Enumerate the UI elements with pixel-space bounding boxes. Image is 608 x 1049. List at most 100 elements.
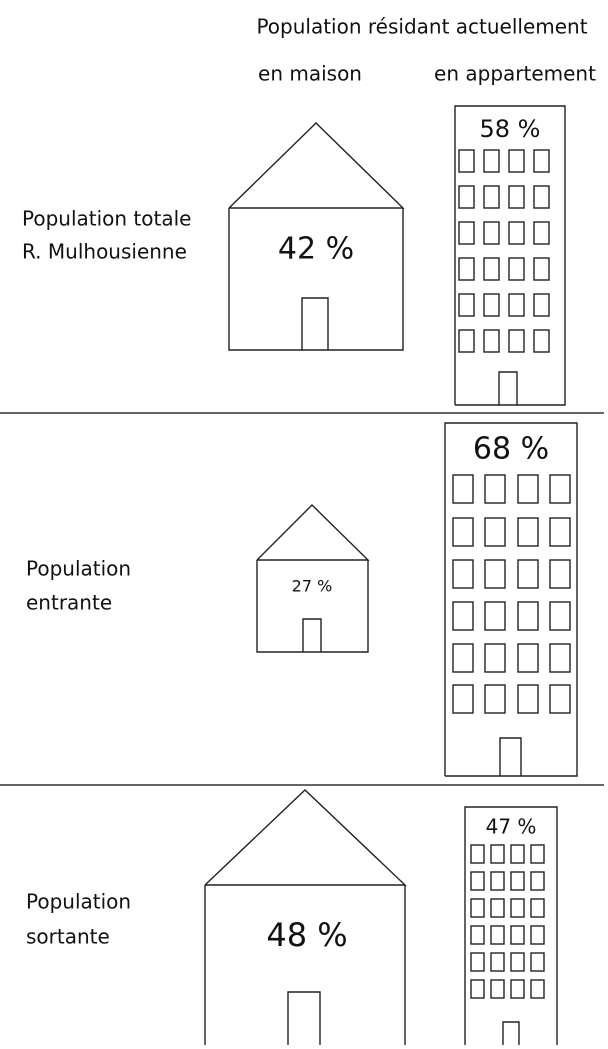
house-roof: [256, 504, 370, 561]
window: [452, 643, 474, 673]
window: [533, 257, 550, 281]
window: [533, 329, 550, 353]
building-door: [502, 1021, 520, 1045]
window: [517, 601, 539, 631]
window: [508, 293, 525, 317]
row-label: sortante: [26, 925, 110, 949]
window: [484, 601, 506, 631]
window: [470, 952, 485, 972]
building-door: [498, 371, 518, 405]
window: [530, 952, 545, 972]
window: [490, 925, 505, 945]
window: [484, 474, 506, 504]
window: [517, 474, 539, 504]
window: [452, 517, 474, 547]
house-percent: 48 %: [266, 916, 347, 954]
window: [484, 684, 506, 714]
window: [549, 517, 571, 547]
window: [452, 559, 474, 589]
house-percent: 42 %: [278, 232, 354, 267]
building: [444, 422, 578, 777]
row-label: R. Mulhousienne: [22, 240, 187, 264]
window: [549, 684, 571, 714]
house-door: [302, 618, 322, 652]
house-door: [301, 297, 329, 350]
window: [549, 474, 571, 504]
window: [510, 952, 525, 972]
row-label: entrante: [26, 591, 112, 615]
window: [533, 221, 550, 245]
window: [490, 844, 505, 864]
window: [533, 185, 550, 209]
column-house: en maison: [258, 62, 362, 86]
window: [484, 559, 506, 589]
window: [508, 329, 525, 353]
window: [530, 844, 545, 864]
header-title: Population résidant actuellement: [256, 15, 587, 39]
apartment-percent: 68 %: [473, 432, 549, 467]
window: [483, 149, 500, 173]
window: [508, 221, 525, 245]
house-roof: [228, 122, 405, 209]
building: [454, 105, 566, 406]
window: [530, 871, 545, 891]
window: [483, 257, 500, 281]
window: [483, 185, 500, 209]
window: [530, 979, 545, 999]
window: [530, 898, 545, 918]
window: [490, 898, 505, 918]
window: [508, 149, 525, 173]
window: [470, 871, 485, 891]
window: [490, 952, 505, 972]
window: [483, 329, 500, 353]
house-walls: [256, 560, 369, 653]
window: [517, 559, 539, 589]
window: [549, 559, 571, 589]
row-label: Population: [26, 890, 131, 914]
window: [510, 898, 525, 918]
window: [510, 925, 525, 945]
house-walls: [204, 885, 406, 1045]
window: [508, 257, 525, 281]
window: [458, 293, 475, 317]
house-percent: 27 %: [292, 577, 333, 596]
window: [458, 221, 475, 245]
column-apartment: en appartement: [434, 62, 596, 86]
window: [483, 221, 500, 245]
window: [549, 643, 571, 673]
house-walls: [228, 208, 404, 351]
house-door: [287, 991, 321, 1045]
building-door: [499, 737, 522, 776]
window: [484, 643, 506, 673]
window: [533, 293, 550, 317]
window: [470, 844, 485, 864]
window: [452, 601, 474, 631]
window: [510, 844, 525, 864]
window: [517, 517, 539, 547]
window: [470, 898, 485, 918]
window: [510, 979, 525, 999]
window: [530, 925, 545, 945]
building: [464, 806, 558, 1045]
window: [508, 185, 525, 209]
window: [490, 979, 505, 999]
window: [470, 925, 485, 945]
window: [510, 871, 525, 891]
window: [458, 185, 475, 209]
window: [483, 293, 500, 317]
window: [533, 149, 550, 173]
apartment-percent: 58 %: [480, 115, 541, 143]
window: [458, 149, 475, 173]
window: [517, 643, 539, 673]
window: [458, 329, 475, 353]
window: [490, 871, 505, 891]
window: [517, 684, 539, 714]
window: [452, 474, 474, 504]
window: [458, 257, 475, 281]
row-label: Population totale: [22, 207, 191, 231]
window: [484, 517, 506, 547]
window: [470, 979, 485, 999]
row-label: Population: [26, 557, 131, 581]
window: [452, 684, 474, 714]
